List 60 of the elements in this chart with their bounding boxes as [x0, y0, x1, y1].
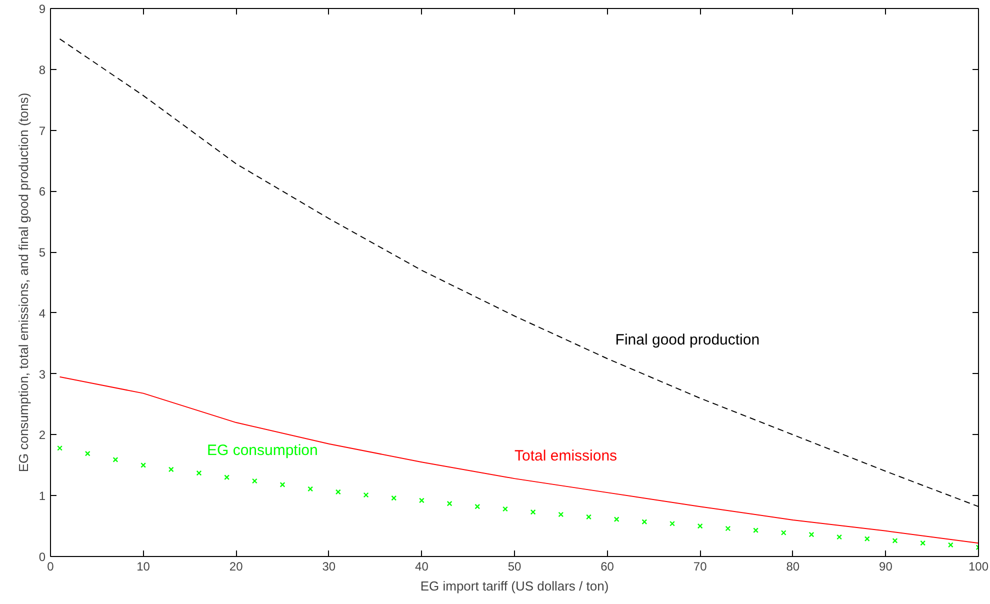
point	[864, 536, 870, 542]
point	[84, 450, 90, 456]
point	[920, 540, 926, 546]
point	[335, 489, 341, 495]
point	[697, 523, 703, 529]
point	[252, 478, 258, 484]
x-tick-label: 50	[508, 560, 522, 574]
point	[446, 500, 452, 506]
point	[642, 519, 648, 525]
y-tick-label: 9	[38, 2, 46, 16]
x-tick-label: 10	[136, 560, 150, 574]
y-tick-label: 5	[38, 246, 46, 260]
y-tick-label: 6	[38, 184, 46, 199]
point	[196, 470, 202, 476]
y-tick-label: 3	[38, 367, 46, 382]
point	[670, 520, 675, 526]
x-tick-label: 0	[47, 560, 54, 574]
y-tick-label: 4	[38, 306, 46, 320]
point	[586, 514, 592, 520]
x-tick-label: 20	[229, 560, 244, 574]
point	[418, 498, 424, 504]
y-tick-label: 7	[38, 124, 46, 138]
point	[112, 456, 118, 462]
series-label: Final good production	[615, 332, 760, 349]
point	[808, 532, 814, 538]
x-axis-title: EG import tariff (US dollars / ton)	[420, 578, 609, 594]
point	[614, 516, 620, 522]
point	[308, 486, 314, 492]
point	[836, 534, 842, 540]
point	[224, 474, 230, 480]
point	[57, 445, 62, 451]
y-tick-label: 0	[38, 550, 46, 564]
point	[168, 466, 174, 472]
x-tick-label: 40	[415, 560, 429, 574]
point	[780, 530, 786, 536]
series-label: EG consumption	[206, 442, 318, 460]
point	[140, 462, 146, 468]
point	[892, 538, 898, 544]
x-tick-label: 100	[968, 560, 989, 574]
point	[363, 492, 369, 498]
point	[280, 482, 286, 488]
point	[948, 542, 954, 548]
point	[502, 506, 508, 512]
x-tick-label: 30	[322, 560, 336, 574]
point	[530, 509, 536, 515]
point	[558, 512, 564, 518]
x-tick-label: 90	[879, 560, 893, 574]
y-tick-label: 8	[38, 62, 46, 77]
point	[753, 528, 758, 534]
y-tick-label: 2	[38, 428, 46, 442]
x-tick-label: 70	[693, 560, 708, 574]
line-series	[59, 376, 978, 544]
point	[474, 504, 480, 510]
x-tick-label: 80	[786, 560, 800, 574]
x-tick-label: 60	[600, 560, 614, 574]
y-tick-label: 1	[38, 489, 46, 504]
series-label: Total emissions	[514, 448, 618, 465]
y-axis-title: EG consumption, total emissions, and final good production (tons)	[16, 92, 31, 472]
point	[391, 495, 397, 501]
point	[725, 526, 731, 532]
